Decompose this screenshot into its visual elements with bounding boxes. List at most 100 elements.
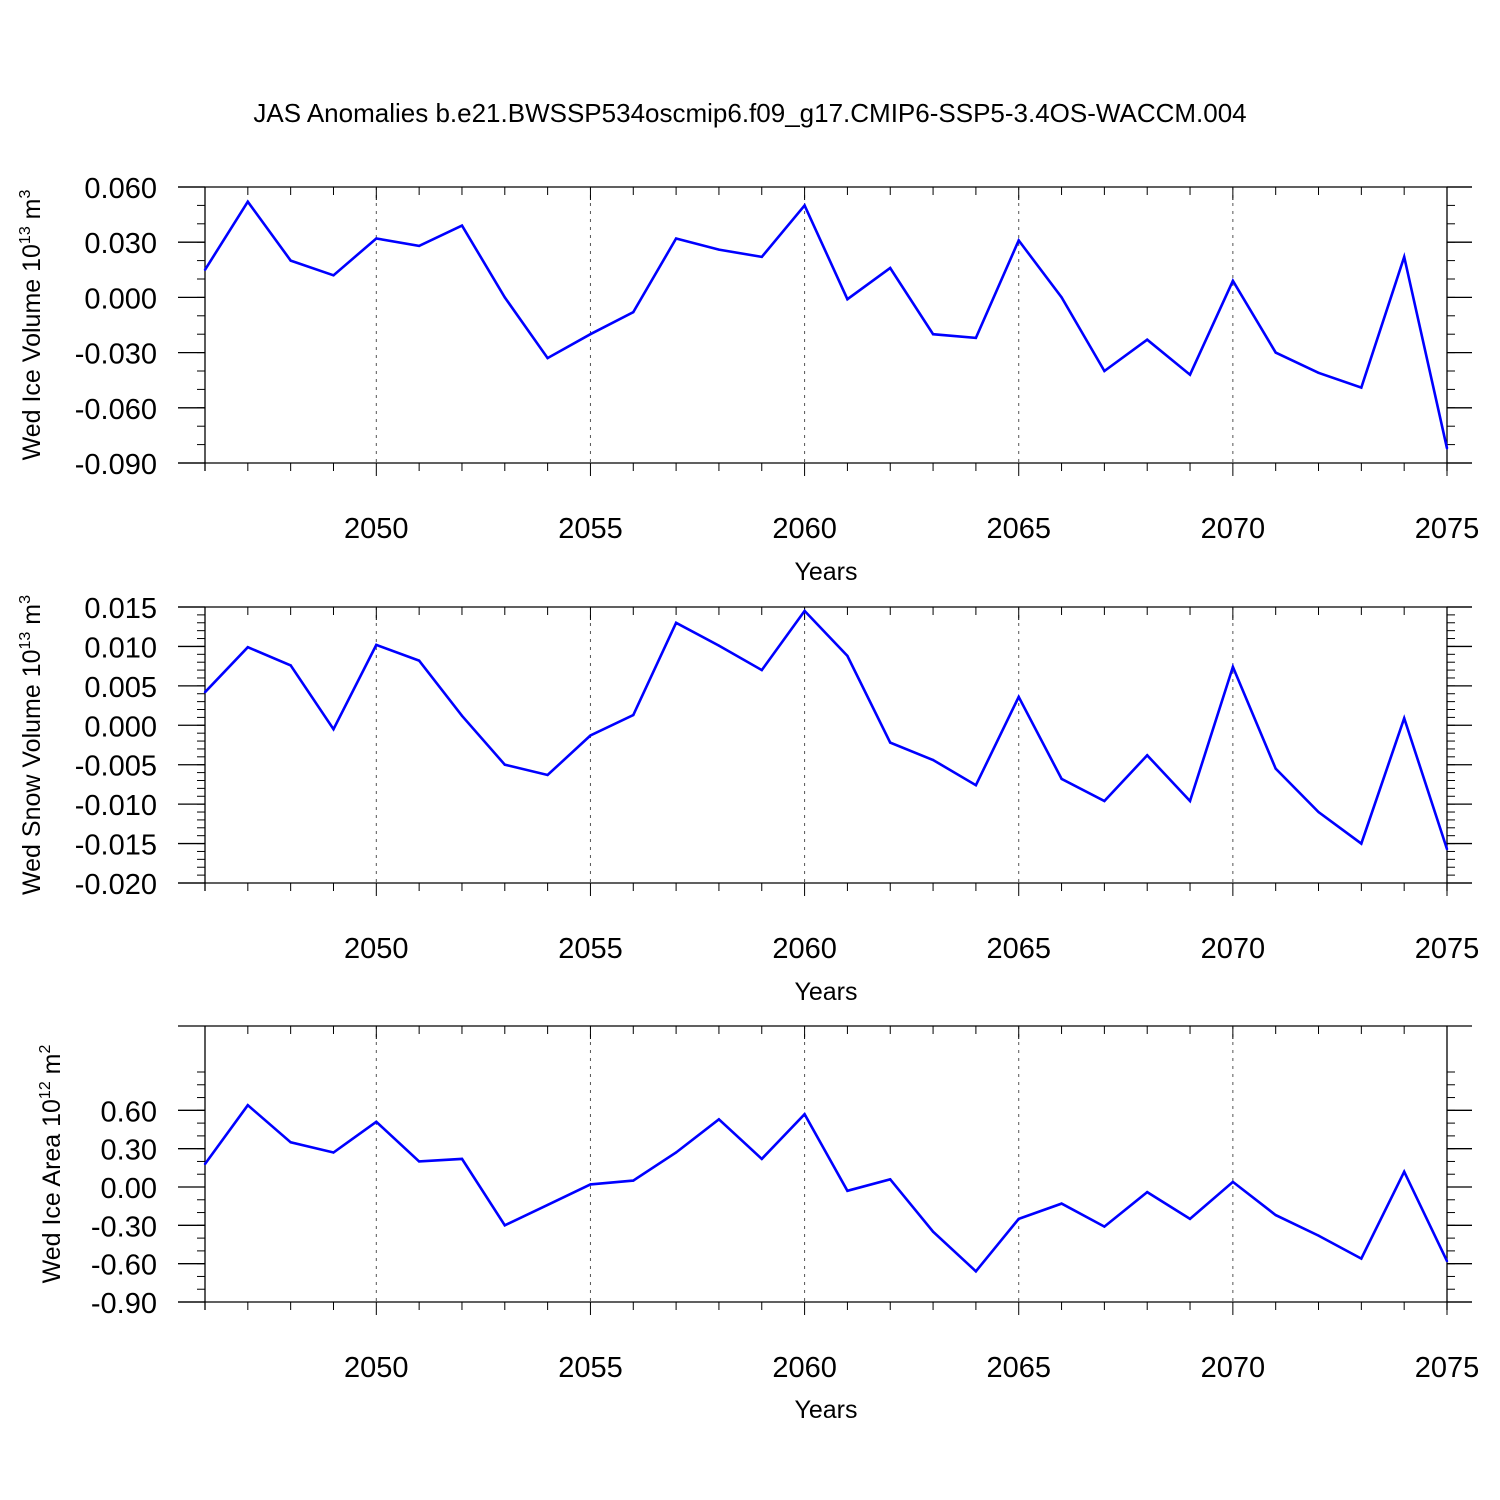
y-tick-label: -0.90 [91, 1288, 157, 1320]
data-point [931, 1230, 935, 1233]
data-point [1360, 1257, 1363, 1260]
data-point [332, 1151, 335, 1154]
data-point [1188, 799, 1192, 803]
data-point [1231, 1180, 1235, 1184]
y-tick-label: -0.015 [75, 830, 157, 862]
x-tick-label: 2060 [772, 513, 837, 545]
data-point [931, 333, 935, 336]
data-point [460, 714, 464, 718]
data-point [846, 654, 849, 658]
data-point [203, 1162, 207, 1166]
data-point [289, 664, 292, 667]
data-point [803, 609, 806, 613]
data-point [674, 237, 678, 240]
data-point [1060, 296, 1063, 299]
y-tick-label: -0.005 [75, 751, 157, 783]
plot-frame [178, 1025, 1472, 1310]
data-point [889, 266, 892, 270]
x-axis-title: Years [794, 978, 857, 1006]
data-point [246, 200, 250, 203]
data-point [717, 644, 721, 647]
data-point [1445, 1259, 1449, 1263]
x-tick-label: 2060 [772, 933, 837, 965]
data-point [1060, 777, 1063, 781]
data-point [1103, 369, 1106, 373]
data-point [503, 763, 506, 766]
data-point [1146, 754, 1149, 757]
data-point [546, 356, 549, 360]
data-point [289, 259, 292, 262]
data-point [589, 734, 592, 737]
y-tick-label: 0.030 [84, 228, 157, 260]
x-tick-label: 2050 [344, 513, 409, 545]
data-point [803, 204, 806, 207]
data-point [632, 310, 635, 314]
data-point [203, 268, 207, 271]
data-point [931, 758, 935, 762]
y-axis-title: Wed Ice Area 1012 m2 [37, 1044, 66, 1283]
x-tick-label: 2050 [344, 1352, 409, 1384]
data-point [1317, 1234, 1320, 1237]
data-point [1188, 1217, 1192, 1221]
data-point [1103, 799, 1106, 803]
y-tick-label: 0.015 [84, 593, 157, 625]
data-point [717, 1118, 721, 1121]
data-point [417, 244, 421, 248]
data-point [1017, 1217, 1020, 1221]
data-point [546, 773, 549, 777]
x-tick-label: 2070 [1201, 933, 1266, 965]
data-point [589, 333, 592, 336]
data-point [460, 224, 464, 227]
data-point [632, 713, 635, 717]
x-tick-label: 2055 [558, 933, 623, 965]
plot-frame [178, 186, 1472, 471]
data-point [974, 336, 978, 340]
data-point [889, 741, 892, 744]
data-point [1231, 279, 1235, 283]
y-tick-label: 0.000 [84, 711, 157, 743]
data-point [503, 1224, 506, 1227]
data-point [246, 646, 250, 649]
x-tick-label: 2065 [986, 1352, 1051, 1384]
data-point [1445, 847, 1449, 851]
data-point [803, 1112, 806, 1116]
data-point [1017, 695, 1020, 699]
y-tick-label: -0.060 [75, 394, 157, 426]
data-point [1360, 842, 1363, 845]
data-point [717, 248, 721, 251]
data-point [1402, 1170, 1406, 1173]
data-point [417, 1160, 421, 1163]
x-tick-label: 2060 [772, 1352, 837, 1384]
y-axis-title: Wed Ice Volume 1013 m3 [17, 189, 46, 460]
x-tick-label: 2075 [1415, 1352, 1480, 1384]
y-tick-label: 0.30 [101, 1135, 157, 1167]
y-tick-label: 0.060 [84, 173, 157, 205]
y-tick-label: 0.005 [84, 672, 157, 704]
y-tick-label: 0.010 [84, 632, 157, 664]
data-point [503, 296, 506, 299]
x-tick-label: 2065 [986, 513, 1051, 545]
data-point [974, 1270, 978, 1273]
series-line [204, 608, 1449, 850]
data-point [1445, 447, 1449, 450]
data-point [760, 255, 763, 259]
data-point [974, 784, 978, 787]
data-point [1274, 1213, 1277, 1217]
data-point [1402, 716, 1406, 720]
y-tick-label: 0.000 [84, 283, 157, 315]
data-point [760, 668, 763, 672]
data-point [760, 1157, 763, 1161]
data-point [375, 643, 378, 647]
y-tick-label: -0.010 [75, 790, 157, 822]
data-point [846, 298, 849, 301]
x-tick-label: 2075 [1415, 513, 1480, 545]
data-point [589, 1183, 592, 1186]
y-tick-label: -0.090 [75, 449, 157, 481]
data-point [546, 1203, 549, 1207]
y-tick-label: -0.030 [75, 339, 157, 371]
data-point [1146, 338, 1149, 341]
x-tick-label: 2050 [344, 933, 409, 965]
data-point [246, 1104, 250, 1107]
